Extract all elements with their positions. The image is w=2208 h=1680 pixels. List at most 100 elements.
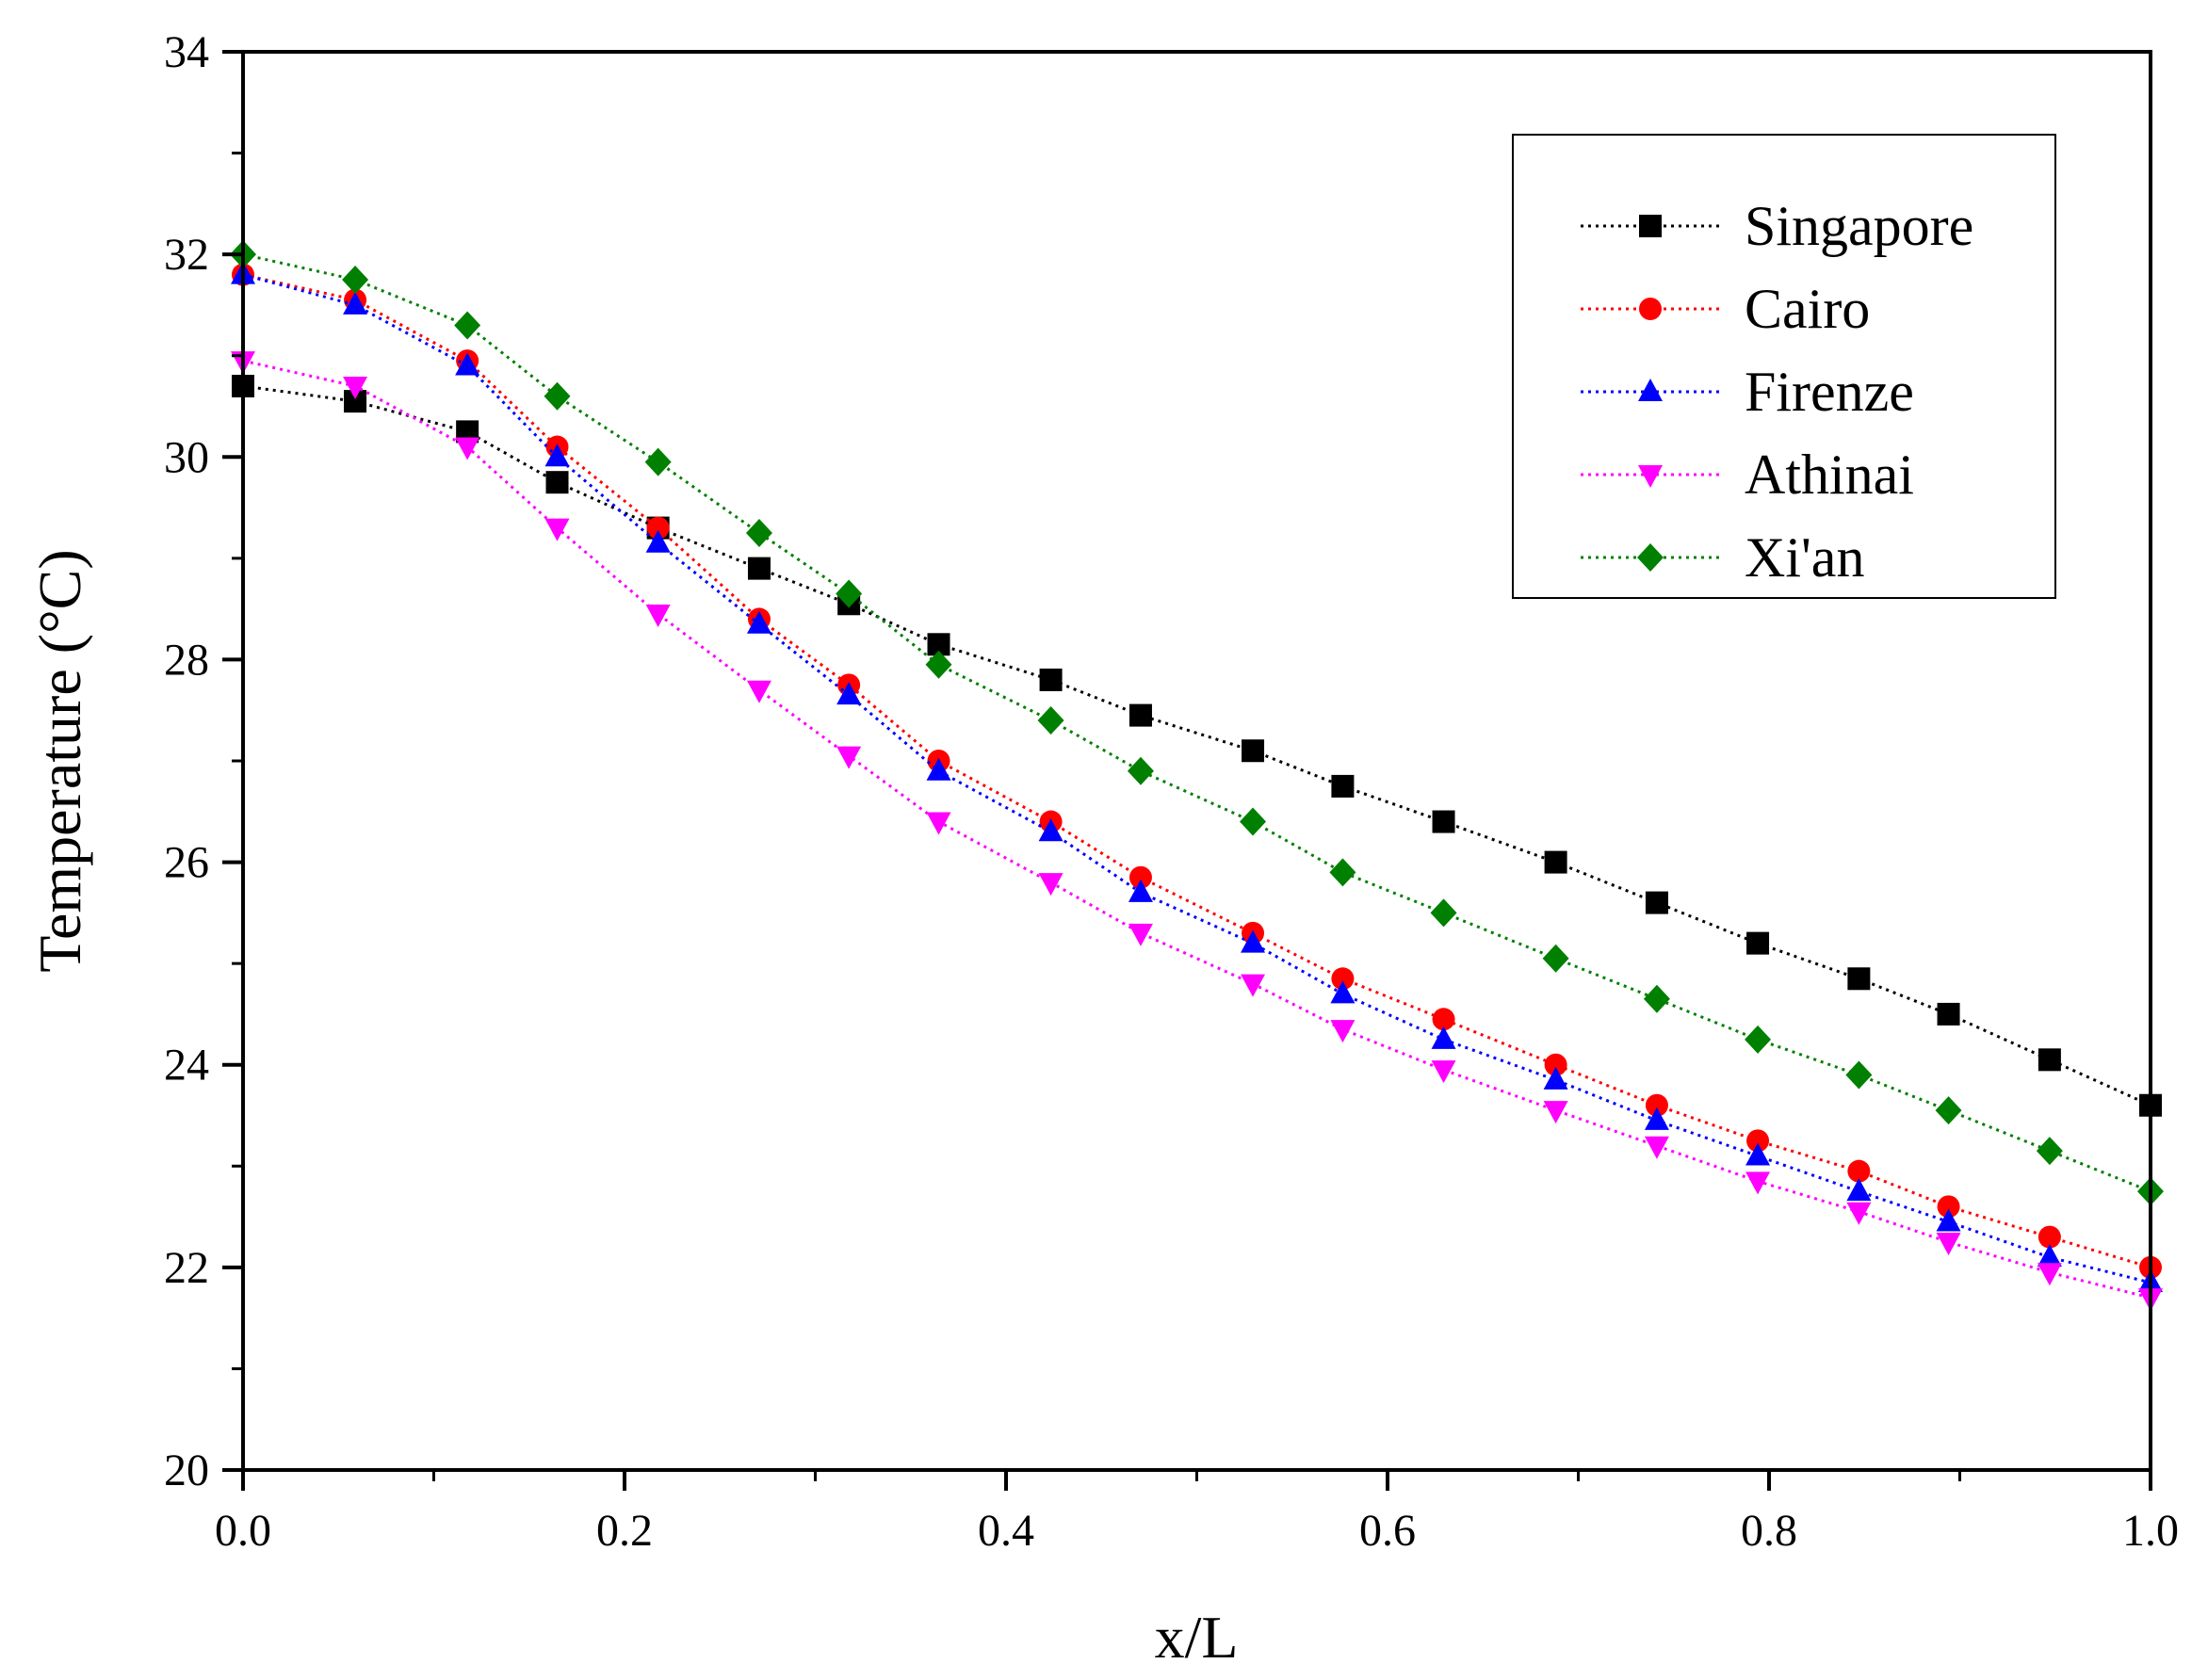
athinai-point	[2037, 1263, 2062, 1286]
legend-box	[1512, 134, 2056, 599]
legend-marker	[1639, 298, 1662, 320]
legend-item-athinai: Athinai	[1581, 444, 1914, 506]
legend-marker	[1637, 543, 1664, 572]
athinai-point	[1128, 923, 1153, 946]
athinai-point	[746, 680, 771, 703]
firenze-point	[1330, 980, 1356, 1004]
series-xi-an	[230, 240, 2164, 1206]
y-tick-label: 32	[164, 230, 209, 280]
y-tick-label: 34	[164, 27, 209, 77]
firenze-point	[1038, 818, 1063, 842]
cairo-point	[1746, 1129, 1770, 1153]
legend-label: Xi'an	[1745, 526, 1864, 589]
x-tick-label: 0.4	[978, 1506, 1034, 1556]
firenze-point	[1846, 1178, 1872, 1202]
firenze-point	[455, 352, 480, 376]
legend-label: Cairo	[1745, 278, 1870, 340]
xi-an-point	[544, 381, 571, 411]
x-axis-title: x/L	[1155, 1604, 1239, 1671]
singapore-point	[1432, 810, 1455, 833]
cairo-point	[1847, 1159, 1871, 1183]
athinai-line	[242, 359, 2151, 1300]
cairo-point	[1544, 1053, 1567, 1076]
firenze-point	[1543, 1066, 1568, 1090]
xi-an-point	[1240, 807, 1267, 836]
cairo-point	[1432, 1008, 1455, 1031]
axis-ticks: 0.0 0.2 0.4 0.6 0.8 1.0 20 22 24 26 28 30 32 34	[164, 27, 2179, 1556]
athinai-point	[1543, 1101, 1568, 1124]
firenze-point	[1644, 1107, 1669, 1130]
athinai-point	[343, 376, 368, 399]
singapore-point	[1242, 739, 1265, 763]
xi-an-point	[2036, 1137, 2063, 1166]
legend: Singapore Cairo Firenze Athinai Xi'an	[1512, 134, 2056, 599]
x-tick-label: 0.0	[215, 1506, 271, 1556]
y-tick-label: 20	[164, 1446, 209, 1495]
x-tick-label: 1.0	[2122, 1506, 2179, 1556]
y-tick-label: 26	[164, 838, 209, 888]
firenze-line	[242, 273, 2151, 1284]
y-axis-title: Temperature (°C)	[26, 549, 93, 972]
athinai-point	[1431, 1060, 1456, 1084]
y-tick-label: 30	[164, 432, 209, 482]
cairo-point	[646, 516, 670, 540]
athinai-point	[1330, 1020, 1356, 1043]
athinai-point	[1846, 1202, 1872, 1225]
firenze-point	[1745, 1142, 1771, 1166]
xi-an-point	[1127, 756, 1154, 785]
xi-an-line	[242, 252, 2151, 1193]
singapore-point	[1645, 891, 1668, 914]
firenze-point	[1128, 879, 1153, 902]
xi-an-point	[1643, 984, 1670, 1013]
cairo-point	[1331, 967, 1355, 991]
athinai-point	[836, 746, 862, 769]
athinai-point	[1745, 1171, 1771, 1195]
singapore-point	[2038, 1048, 2061, 1072]
singapore-point	[1544, 850, 1567, 874]
xi-an-point	[925, 650, 952, 679]
xi-an-point	[745, 518, 772, 547]
athinai-point	[1241, 974, 1266, 997]
legend-label: Athinai	[1745, 444, 1914, 506]
xi-an-point	[342, 266, 369, 295]
singapore-point	[747, 557, 771, 580]
firenze-point	[746, 610, 771, 634]
x-tick-label: 0.8	[1741, 1506, 1797, 1556]
athinai-point	[455, 437, 480, 460]
legend-item-xi-an: Xi'an	[1581, 526, 1864, 589]
athinai-point	[1038, 873, 1063, 897]
xi-an-point	[1037, 705, 1064, 735]
firenze-point	[645, 529, 671, 553]
singapore-point	[1331, 774, 1355, 798]
legend-marker	[1638, 465, 1663, 488]
legend-item-cairo: Cairo	[1581, 278, 1870, 340]
y-tick-label: 22	[164, 1243, 209, 1293]
athinai-point	[645, 605, 671, 628]
y-tick-label: 24	[164, 1041, 209, 1090]
xi-an-point	[836, 579, 863, 608]
cairo-point	[1937, 1195, 1960, 1219]
xi-an-point	[1329, 858, 1356, 887]
legend-label: Firenze	[1745, 361, 1914, 423]
firenze-point	[1431, 1026, 1456, 1049]
firenze-point	[2037, 1244, 2062, 1268]
series-layer	[230, 240, 2164, 1312]
xi-an-point	[1430, 898, 1457, 928]
singapore-point	[545, 471, 569, 494]
cairo-point	[1128, 865, 1152, 889]
singapore-point	[1847, 967, 1871, 991]
xi-an-point	[1542, 944, 1569, 973]
legend-marker	[1639, 215, 1662, 237]
singapore-point	[1746, 931, 1770, 955]
athinai-point	[926, 812, 951, 835]
y-tick-label: 28	[164, 635, 209, 685]
legend-marker	[1638, 379, 1663, 401]
athinai-point	[544, 518, 570, 541]
firenze-point	[1241, 929, 1266, 953]
legend-label: Singapore	[1745, 195, 1973, 257]
xi-an-point	[1745, 1025, 1772, 1054]
firenze-point	[343, 291, 368, 315]
cairo-line	[242, 273, 2151, 1269]
xi-an-point	[1845, 1060, 1873, 1090]
